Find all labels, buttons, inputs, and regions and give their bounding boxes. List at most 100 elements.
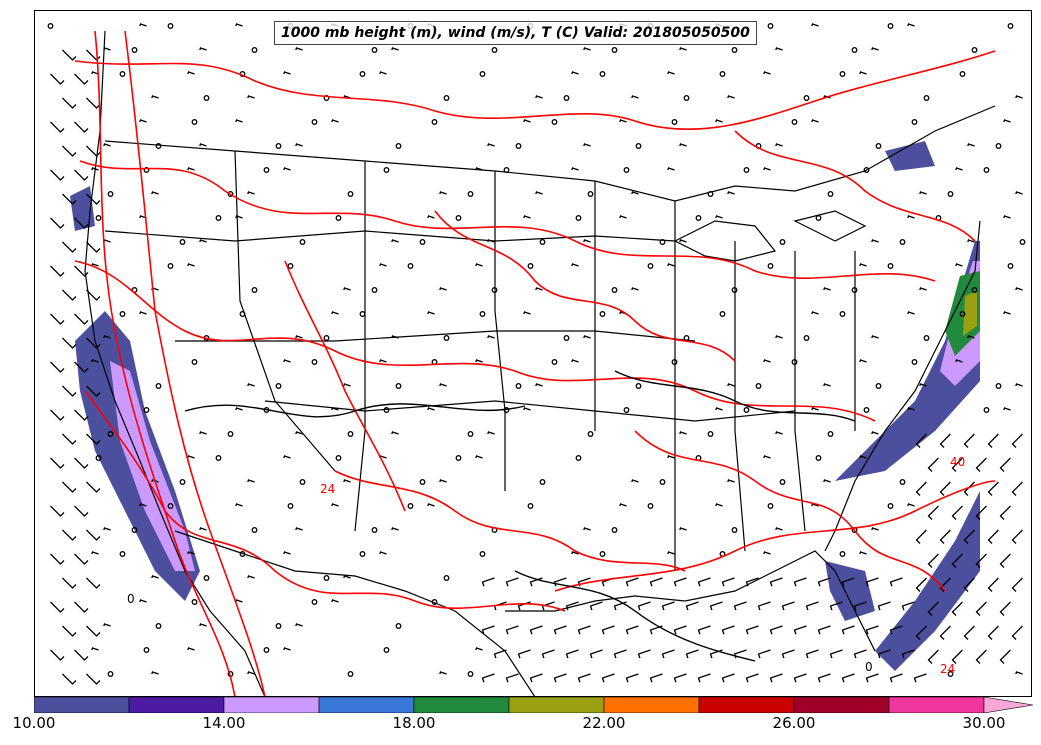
boundary-layer <box>84 30 996 696</box>
wind-barb <box>637 601 651 611</box>
wind-barb <box>91 551 99 555</box>
wind-barb <box>613 649 627 659</box>
colorbar-tick: 14.00 <box>202 714 246 732</box>
wind-barb <box>667 551 675 555</box>
wind-barb <box>74 457 89 469</box>
wind-barb <box>62 97 77 109</box>
wind-barb <box>811 311 819 315</box>
wind-barb <box>187 263 195 267</box>
wind-barb <box>86 97 101 109</box>
wind-barb <box>667 455 675 459</box>
wind-barb <box>715 119 723 123</box>
state-lines-1 <box>234 150 596 532</box>
wind-barb <box>679 527 687 531</box>
wind-barb <box>379 263 387 267</box>
wind-barb <box>391 431 399 435</box>
wind-barb <box>62 529 77 541</box>
calm-wind-marker <box>179 239 186 245</box>
contour-label: 40 <box>950 455 965 469</box>
wind-barb <box>86 241 101 253</box>
contour-label-layer: 0 40 24 0 24 <box>127 455 965 676</box>
wind-barb <box>247 383 255 387</box>
wind-barb <box>487 143 495 147</box>
wind-barb <box>91 71 99 75</box>
wind-barb <box>637 649 651 659</box>
wind-barb <box>295 527 303 531</box>
wind-barb <box>565 649 579 659</box>
wind-barb <box>955 359 963 363</box>
calm-wind-marker <box>731 47 738 53</box>
wind-barb <box>823 383 831 387</box>
wind-barb <box>927 457 939 472</box>
wind-barb <box>535 383 543 387</box>
calm-wind-marker <box>647 263 654 269</box>
wind-barb <box>139 503 147 507</box>
wind-barb <box>565 601 579 611</box>
calm-wind-marker <box>827 191 834 197</box>
calm-wind-marker <box>347 671 354 677</box>
wind-barb <box>62 577 77 589</box>
colorbar-segment <box>318 697 415 713</box>
wind-barb <box>62 193 77 205</box>
wind-barb <box>283 71 291 75</box>
calm-wind-marker <box>575 455 582 461</box>
wind-barb <box>673 577 687 587</box>
wind-barb <box>331 599 339 603</box>
wind-barb <box>967 335 975 339</box>
wind-barb <box>343 383 351 387</box>
calm-wind-marker <box>275 383 282 389</box>
wind-barb <box>295 623 303 627</box>
wind-barb <box>715 215 723 219</box>
wind-barb <box>915 433 927 448</box>
wind-barb <box>62 289 77 301</box>
calm-wind-marker <box>179 479 186 485</box>
calm-wind-marker <box>839 311 846 317</box>
wind-barb <box>919 191 927 195</box>
calm-wind-marker <box>167 23 174 29</box>
colorbar-tick: 26.00 <box>772 714 816 732</box>
calm-wind-marker <box>683 95 690 101</box>
wind-barb <box>553 625 567 635</box>
wind-barb <box>697 577 711 587</box>
wind-barb <box>475 647 483 651</box>
fill-east-coast-green <box>945 271 980 356</box>
calm-wind-marker <box>539 239 546 245</box>
wind-barb <box>505 625 519 635</box>
wind-barb <box>1003 119 1011 123</box>
contour-label: 24 <box>940 662 955 676</box>
wind-barb <box>139 599 147 603</box>
calm-wind-marker <box>311 119 318 125</box>
wind-barb <box>775 431 783 435</box>
calm-wind-marker <box>215 215 222 221</box>
wind-barb <box>50 505 65 517</box>
wind-barb <box>805 649 819 659</box>
calm-wind-marker <box>167 503 174 509</box>
wind-barb <box>619 119 627 123</box>
wind-barb <box>50 361 65 373</box>
wind-barb <box>86 433 101 445</box>
wind-barb <box>86 481 101 493</box>
wind-barb <box>493 649 507 659</box>
calm-wind-marker <box>263 647 270 653</box>
calm-wind-marker <box>311 599 318 605</box>
wind-barb <box>139 311 147 315</box>
calm-wind-marker <box>731 527 738 533</box>
calm-wind-marker <box>203 575 210 581</box>
colorbar-segment <box>793 697 890 713</box>
wind-barb <box>697 673 711 683</box>
calm-wind-marker <box>131 527 138 533</box>
calm-wind-marker <box>671 119 678 125</box>
wind-barb <box>74 73 89 85</box>
wind-barb <box>967 143 975 147</box>
wind-barb <box>283 551 291 555</box>
calm-wind-marker <box>347 191 354 197</box>
wind-barb <box>793 625 807 635</box>
wind-barb <box>589 601 603 611</box>
calm-wind-marker <box>599 71 606 77</box>
wind-barb <box>1015 287 1023 291</box>
wind-barb <box>1003 407 1011 411</box>
wind-barb <box>91 647 99 651</box>
wind-barb <box>939 625 951 640</box>
wind-barb <box>823 287 831 291</box>
wind-barb <box>86 289 101 301</box>
